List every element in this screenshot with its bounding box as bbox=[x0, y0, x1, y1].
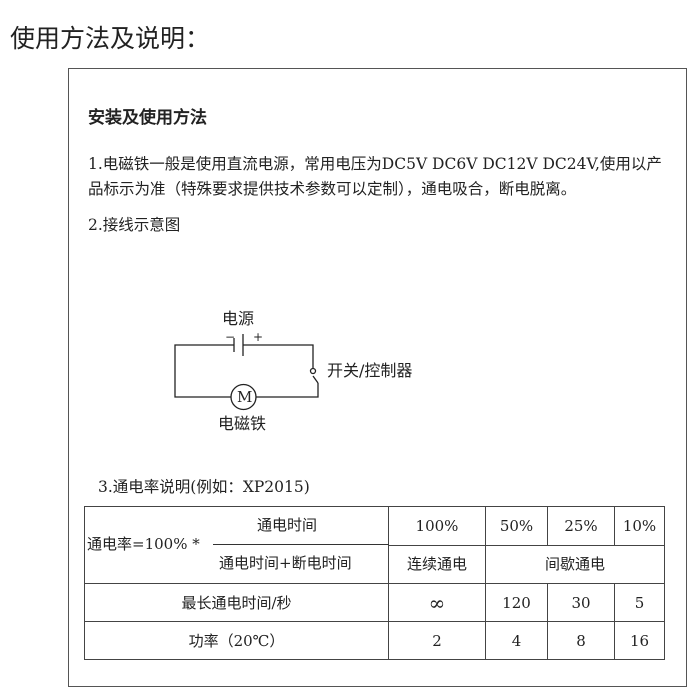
formula-cell: 通电率=100% * 通电时间 通电时间+断电时间 bbox=[84, 506, 389, 584]
section-heading: 安装及使用方法 bbox=[88, 108, 207, 128]
page-title: 使用方法及说明： bbox=[10, 24, 211, 53]
table-cell: ∞ bbox=[388, 583, 486, 622]
formula-prefix: 通电率=100% * bbox=[87, 535, 200, 553]
switch-label: 开关/控制器 bbox=[327, 361, 413, 380]
row-label: 功率（20℃） bbox=[84, 621, 389, 660]
table-cell: 5 bbox=[614, 583, 665, 622]
continuous-cell: 连续通电 bbox=[388, 544, 486, 584]
table-cell: 8 bbox=[547, 621, 615, 660]
plus-sign: + bbox=[253, 330, 264, 344]
table-row: 通电率=100% * 通电时间 通电时间+断电时间 100% 50% 25% 1… bbox=[84, 506, 665, 584]
rate-cell: 25% bbox=[547, 506, 615, 546]
duty-cycle-heading: 3.通电率说明(例如：XP2015) bbox=[98, 478, 310, 496]
switch-blade bbox=[312, 375, 319, 384]
motor-symbol: M bbox=[237, 388, 253, 406]
fraction-bar bbox=[213, 544, 389, 545]
table-cell: 2 bbox=[388, 621, 486, 660]
rate-cell: 10% bbox=[614, 506, 665, 546]
instruction-text: 安装及使用方法 1.电磁铁一般是使用直流电源，常用电压为DC5V DC6V DC… bbox=[88, 106, 668, 236]
intermittent-cell: 间歇通电 bbox=[485, 544, 665, 584]
instruction-box bbox=[68, 68, 687, 687]
formula-denominator: 通电时间+断电时间 bbox=[219, 554, 352, 572]
row-label: 最长通电时间/秒 bbox=[84, 583, 389, 622]
table-cell: 16 bbox=[614, 621, 665, 660]
table-row: 最长通电时间/秒 ∞ 120 30 5 bbox=[84, 583, 665, 622]
rate-cell: 100% bbox=[388, 506, 486, 546]
table-cell: 30 bbox=[547, 583, 615, 622]
wiring-heading: 2.接线示意图 bbox=[88, 216, 181, 234]
minus-sign: − bbox=[225, 330, 236, 344]
power-label: 电源 bbox=[222, 309, 255, 328]
usage-paragraph: 1.电磁铁一般是使用直流电源，常用电压为DC5V DC6V DC12V DC24… bbox=[88, 155, 662, 198]
table-row: 功率（20℃） 2 4 8 16 bbox=[84, 621, 665, 660]
table-cell: 4 bbox=[485, 621, 548, 660]
duty-cycle-table: 通电率=100% * 通电时间 通电时间+断电时间 100% 50% 25% 1… bbox=[84, 506, 665, 660]
switch-contact bbox=[309, 367, 317, 375]
formula-numerator: 通电时间 bbox=[257, 516, 318, 534]
rate-cell: 50% bbox=[485, 506, 548, 546]
table-row: 连续通电 间歇通电 bbox=[85, 544, 665, 584]
magnet-label: 电磁铁 bbox=[218, 414, 267, 433]
motor-circle bbox=[230, 383, 257, 411]
table-cell: 120 bbox=[485, 583, 548, 622]
